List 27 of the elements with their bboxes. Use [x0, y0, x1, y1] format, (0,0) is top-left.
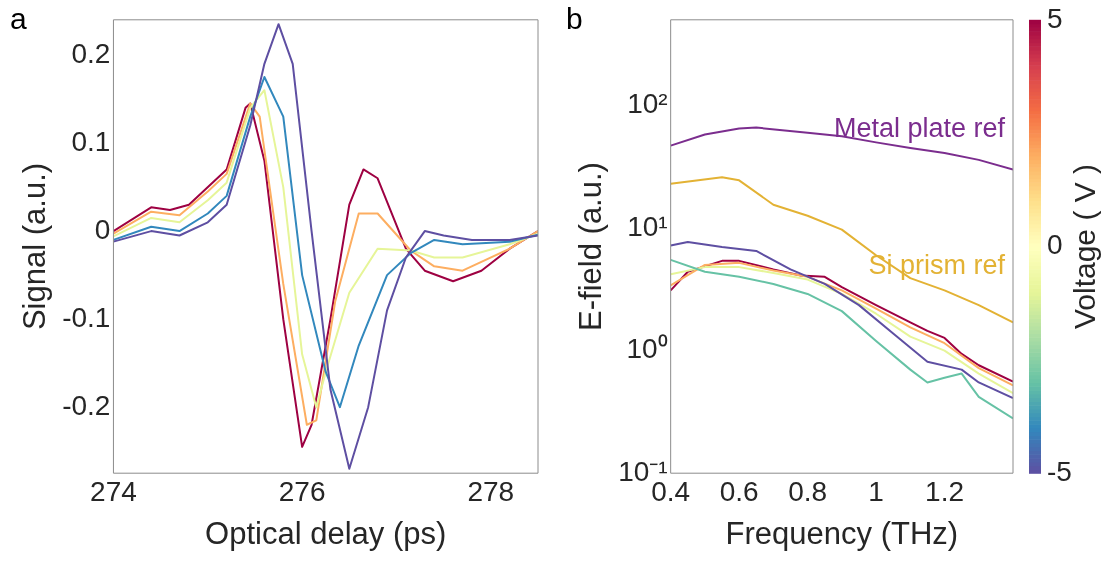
x-tick-label: 0.8 [788, 475, 828, 507]
y-tick-label: 0.2 [71, 37, 111, 69]
y-tick-label: -0.1 [62, 301, 111, 333]
x-axis-title: Optical delay (ps) [205, 515, 447, 551]
x-tick-label: 274 [90, 475, 137, 507]
y-axis-title: E-field (a.u.) [573, 162, 609, 331]
x-tick-label: 1 [868, 475, 884, 507]
color-bar-label: -5 [1047, 455, 1072, 487]
series-label: Metal plate ref [833, 112, 1006, 143]
color-bar-label: 5 [1047, 2, 1063, 34]
y-tick-label: 10¹ [627, 210, 668, 242]
color-bar-label: 0 [1047, 229, 1063, 261]
x-tick-label: 278 [467, 475, 515, 507]
y-tick-label: 10⁰ [626, 333, 668, 365]
y-tick-label: 0.1 [71, 125, 111, 157]
chart-title: a [10, 2, 27, 36]
x-tick-label: 0.6 [719, 475, 759, 507]
y-tick-label: 10² [627, 88, 668, 120]
y-axis-title: Signal (a.u.) [17, 162, 53, 331]
chart-title: b [566, 2, 583, 36]
y-tick-label: 0 [94, 213, 111, 245]
x-axis-title: Frequency (THz) [725, 515, 959, 551]
x-tick-label: 1.2 [925, 475, 964, 507]
series-label: Si prism ref [868, 250, 1006, 281]
x-tick-label: 276 [278, 475, 326, 507]
y-tick-label: -0.2 [62, 389, 111, 421]
color-bar-title: Voltage ( V ) [1068, 163, 1102, 330]
